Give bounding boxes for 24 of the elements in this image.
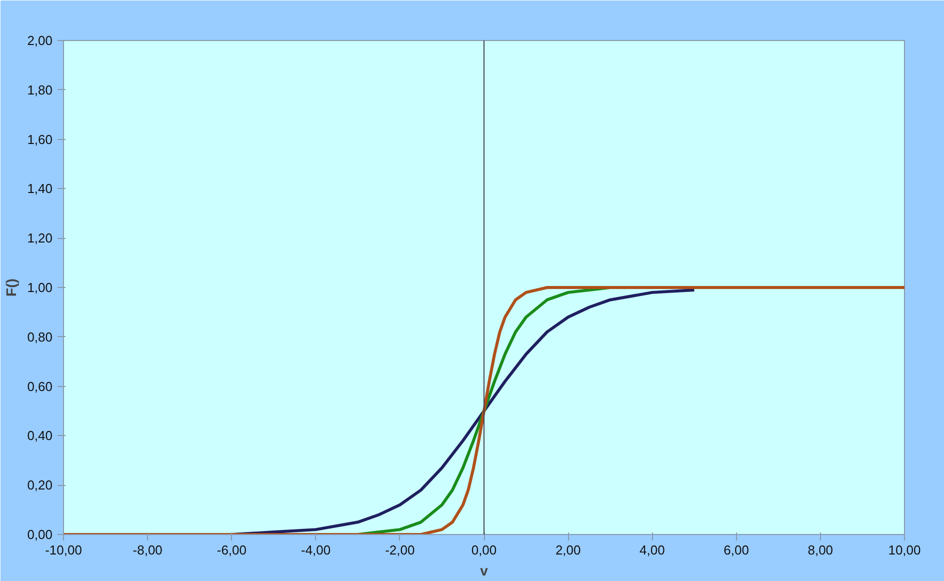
x-tick-label: 0,00: [471, 542, 497, 558]
x-tick-label: 8,00: [808, 542, 834, 558]
x-tick-label: 10,00: [888, 542, 921, 558]
x-tick-label: -4,00: [300, 542, 331, 558]
x-tick-label: 2,00: [555, 542, 581, 558]
x-tick-label: -6,00: [216, 542, 247, 558]
x-axis-title: v: [480, 562, 488, 578]
y-tick-label: 0,20: [27, 478, 53, 493]
y-axis-title: F(): [3, 278, 20, 296]
y-tick-label: 1,60: [27, 132, 53, 147]
y-tick-label: 1,80: [27, 82, 53, 98]
y-tick-label: 0,00: [27, 527, 53, 542]
y-tick-label: 0,80: [27, 329, 53, 344]
y-tick-label: 2,00: [27, 33, 53, 48]
x-tick-label: 4,00: [640, 542, 665, 558]
y-tick-label: 1,00: [27, 280, 53, 295]
y-tick-label: 1,20: [27, 230, 53, 246]
y-tick-label: 0,40: [27, 428, 53, 444]
y-tick-label: 0,60: [27, 378, 53, 394]
x-tick-label: -8,00: [132, 542, 162, 558]
y-tick-label: 1,40: [27, 181, 53, 196]
x-tick-label: -10,00: [45, 542, 82, 558]
x-tick-label: -2,00: [385, 542, 415, 558]
x-tick-label: 6,00: [724, 542, 749, 558]
